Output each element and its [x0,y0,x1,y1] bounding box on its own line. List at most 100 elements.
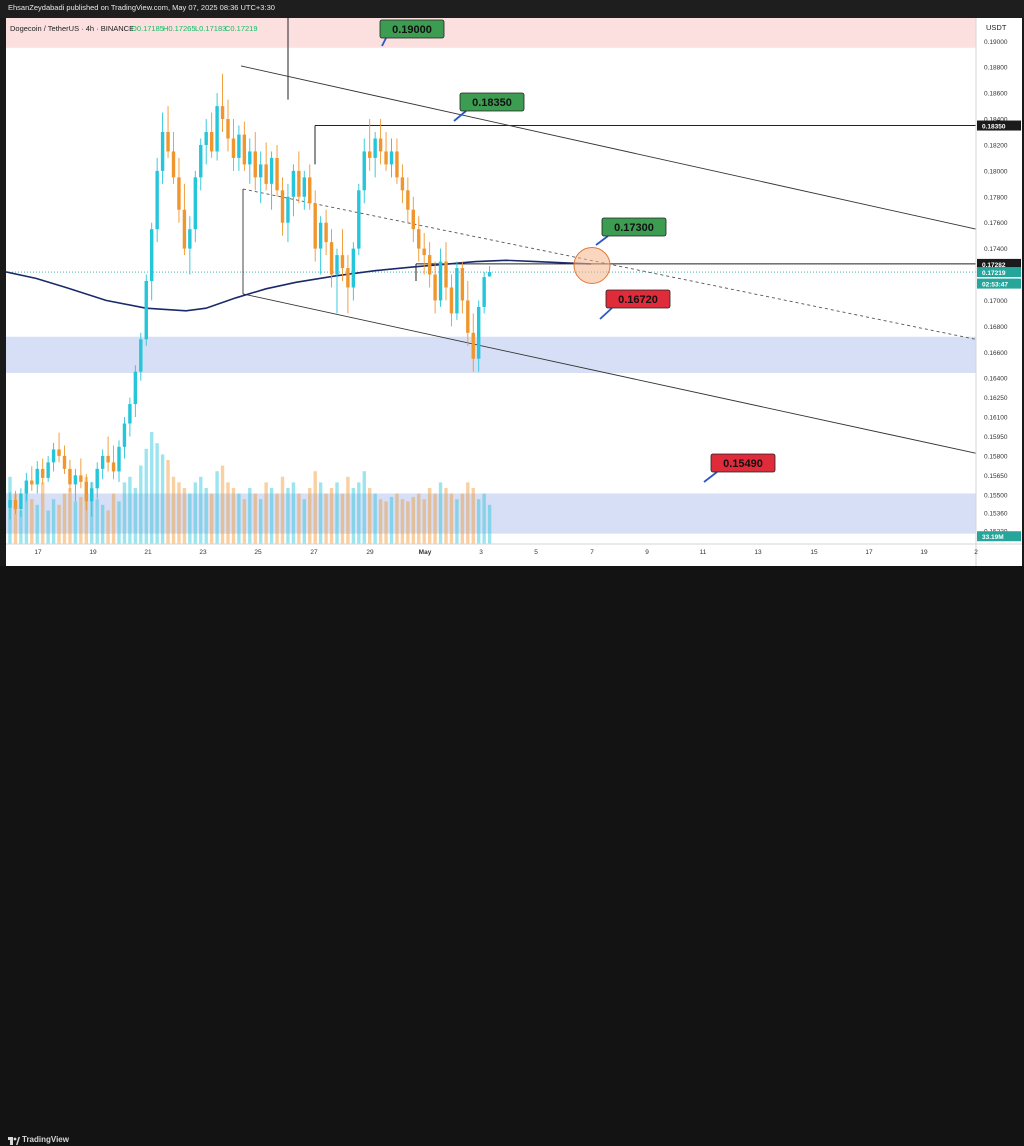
volume-bar [308,488,312,544]
volume-bar [79,496,83,544]
x-tick-label: 2 [974,549,978,556]
candle-body [160,132,165,171]
y-tick-label: 0.18000 [984,168,1008,175]
candle-body [8,499,12,508]
volume-bar [482,493,486,544]
volume-bar [51,499,56,544]
candle-body [35,468,39,485]
x-tick-label: 25 [254,549,262,556]
y-tick-label: 0.15650 [984,473,1008,480]
y-tick-label: 0.17800 [984,194,1008,201]
zones-layer [6,15,976,534]
volume-bar [68,488,72,544]
x-tick-label: 27 [310,549,318,556]
candle-body [199,144,203,178]
x-tick-label: 19 [89,549,97,556]
candle-body [389,151,394,165]
volume-bar [84,476,88,544]
volume-bar [280,476,285,544]
price-tag-black [977,258,1021,269]
volume-bar [291,482,296,544]
candle-body [411,209,415,230]
y-tick-label: 0.17400 [984,246,1008,253]
legend-symbol: Dogecoin / TetherUS · 4h · BINANCE [10,24,134,33]
volume-bar [111,493,116,544]
candle-body [329,242,334,275]
candle-body [182,209,187,249]
volume-bar [400,499,405,544]
chart-legend: Dogecoin / TetherUS · 4h · BINANCE O0.17… [10,24,258,33]
lines-layer [5,18,983,456]
candle-body [79,475,83,482]
volume-bar [438,482,443,544]
volume-bar [46,510,50,544]
candle-body [395,151,399,178]
publisher-text: EhsanZeydabadi published on TradingView.… [8,3,275,12]
volume-bar [41,482,45,544]
x-tick-label: 7 [590,549,594,556]
candle-body [362,151,366,191]
callout-label: 0.18350 [472,97,512,109]
candle-body [117,446,121,472]
x-tick-label: 15 [810,549,818,556]
volume-bar [215,471,219,544]
candle-body [438,261,443,301]
candle-body [357,190,361,249]
x-tick-label: 5 [534,549,538,556]
y-tick-label: 0.16250 [984,395,1008,402]
candle-body [150,229,154,281]
candle-body [313,203,317,249]
price-tag-teal [977,267,1021,278]
candle-body [128,404,132,424]
candle-body [188,229,192,249]
volume-bar [466,482,470,544]
volume-bar [422,499,426,544]
volume-bar [166,460,170,544]
annotation-layer: 0.19000 0.18350 0.17300 0.16720 0.15490 [379,19,776,483]
candle-body [122,423,127,447]
volume-bar [433,493,437,544]
candle-body [449,287,454,314]
candle-body [19,493,23,510]
price-tag-label: 33.19M [982,534,1004,541]
price-tag-label: 0.17219 [982,270,1006,277]
volume-bar [460,493,465,544]
candle-body [297,170,301,197]
chart-area[interactable]: 0.19000 0.18350 0.17300 0.16720 0.15490 0.19… [5,15,1022,570]
volume-bar [411,496,415,544]
volume-layer [8,432,492,544]
volume-bar [455,499,459,544]
candle-body [177,177,181,210]
price-tag-label: 0.18350 [982,124,1006,131]
candlestick-chart[interactable]: 0.19000 0.18350 0.17300 0.16720 0.15490 0.19… [5,15,1022,570]
zone-blue [6,493,976,534]
volume-bar [106,510,110,544]
candle-body [433,274,437,301]
x-tick-label: 9 [645,549,649,556]
candle-body [193,177,197,230]
candle-body [171,151,176,178]
candle-body [308,177,312,204]
y-tick-label: 0.17000 [984,298,1008,305]
candle-body [477,306,481,359]
x-tick-label: 11 [700,549,707,556]
candle-body [209,132,214,152]
price-tag-teal [977,531,1021,542]
candle-body [422,248,426,256]
candle-body [100,455,105,469]
volume-bar [313,471,317,544]
candle-body [215,106,219,152]
candle-body [346,268,350,288]
candle-body [57,449,61,456]
currency-label: USDT [986,23,1007,32]
y-tick-label: 0.17600 [984,220,1008,227]
volume-bar [199,476,203,544]
candle-body [406,190,410,210]
volume-bar [318,482,323,544]
volume-bar [193,482,197,544]
volume-bar [237,493,241,544]
candle-body [242,134,247,165]
candle-body [237,134,241,158]
price-tag-teal [977,278,1021,289]
volume-bar [477,499,481,544]
